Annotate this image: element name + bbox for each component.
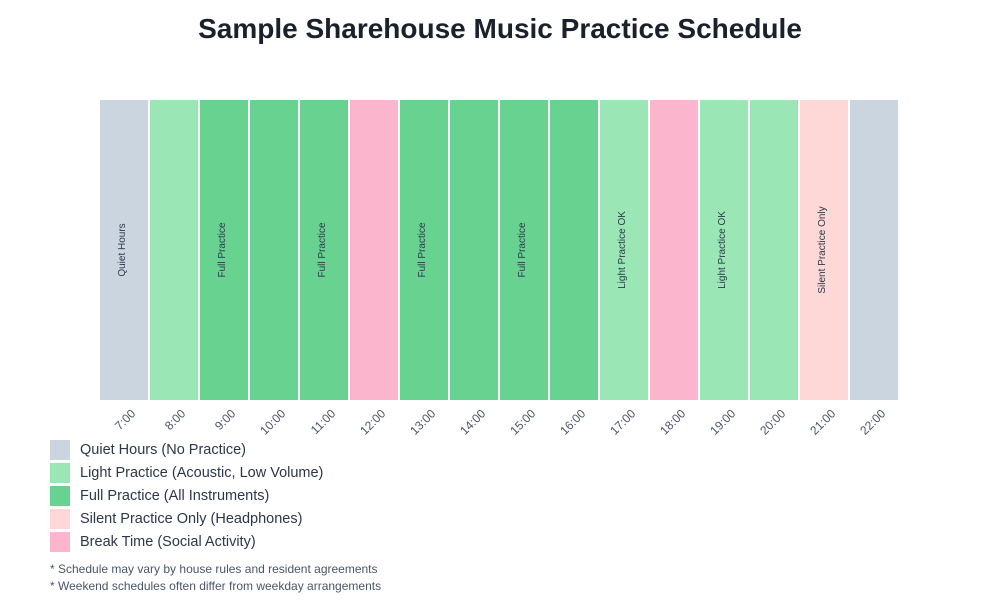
footnote-2: * Weekend schedules often differ from we… <box>50 579 382 593</box>
legend-item-full: Full Practice (All Instruments) <box>50 486 269 506</box>
bar-label: Full Practice <box>317 222 328 277</box>
x-tick-label: 12:00 <box>357 406 388 437</box>
footnote-1: * Schedule may vary by house rules and r… <box>50 562 378 576</box>
bar-label: Full Practice <box>517 222 528 277</box>
x-tick-label: 17:00 <box>607 406 638 437</box>
bar-2000 <box>750 100 798 400</box>
x-tick-label: 20:00 <box>757 406 788 437</box>
legend-swatch <box>50 532 70 552</box>
bar-1400 <box>450 100 498 400</box>
bar-800 <box>150 100 198 400</box>
legend-swatch <box>50 440 70 460</box>
bar-label: Full Practice <box>417 222 428 277</box>
bar-1300 <box>400 100 448 400</box>
bar-2200 <box>850 100 898 400</box>
legend-label: Quiet Hours (No Practice) <box>80 441 246 458</box>
legend-label: Full Practice (All Instruments) <box>80 487 270 504</box>
bar-label: Full Practice <box>217 222 228 277</box>
x-tick-label: 13:00 <box>407 406 438 437</box>
bar-1700 <box>600 100 648 400</box>
x-tick-label: 22:00 <box>857 406 888 437</box>
bar-label: Silent Practice Only <box>817 206 828 293</box>
x-tick-label: 14:00 <box>457 406 488 437</box>
legend-item-quiet: Quiet Hours (No Practice) <box>50 440 246 460</box>
bar-label: Light Practice OK <box>717 211 728 289</box>
bar-1100 <box>300 100 348 400</box>
bar-1500 <box>500 100 548 400</box>
legend-label: Silent Practice Only (Headphones) <box>80 510 303 527</box>
x-tick-label: 21:00 <box>807 406 838 437</box>
x-tick-label: 19:00 <box>707 406 738 437</box>
legend-item-silent: Silent Practice Only (Headphones) <box>50 509 302 529</box>
bar-700 <box>100 100 148 400</box>
bar-1600 <box>550 100 598 400</box>
x-tick-label: 10:00 <box>257 406 288 437</box>
bar-label: Light Practice OK <box>617 211 628 289</box>
schedule-chart: Quiet Hours 7:00 8:00 Full Practice 9:00 10:0… <box>100 100 898 438</box>
bar-1000 <box>250 100 298 400</box>
bar-label: Quiet Hours <box>117 223 128 276</box>
x-tick-label: 11:00 <box>308 406 339 437</box>
x-tick-label: 7:00 <box>112 406 139 433</box>
bar-1200 <box>350 100 398 400</box>
legend-swatch <box>50 509 70 529</box>
bar-2100 <box>800 100 848 400</box>
x-tick-label: 15:00 <box>507 406 538 437</box>
legend-item-break: Break Time (Social Activity) <box>50 532 256 552</box>
x-tick-label: 16:00 <box>557 406 588 437</box>
legend-swatch <box>50 486 70 506</box>
legend-label: Break Time (Social Activity) <box>80 533 256 550</box>
bar-1900 <box>700 100 748 400</box>
legend-swatch <box>50 463 70 483</box>
x-tick-label: 9:00 <box>212 406 239 433</box>
x-tick-label: 18:00 <box>657 406 688 437</box>
legend-item-light: Light Practice (Acoustic, Low Volume) <box>50 463 323 483</box>
chart-title: Sample Sharehouse Music Practice Schedul… <box>198 13 802 44</box>
bar-900 <box>200 100 248 400</box>
bar-1800 <box>650 100 698 400</box>
legend-label: Light Practice (Acoustic, Low Volume) <box>80 464 324 481</box>
x-tick-label: 8:00 <box>162 406 189 433</box>
